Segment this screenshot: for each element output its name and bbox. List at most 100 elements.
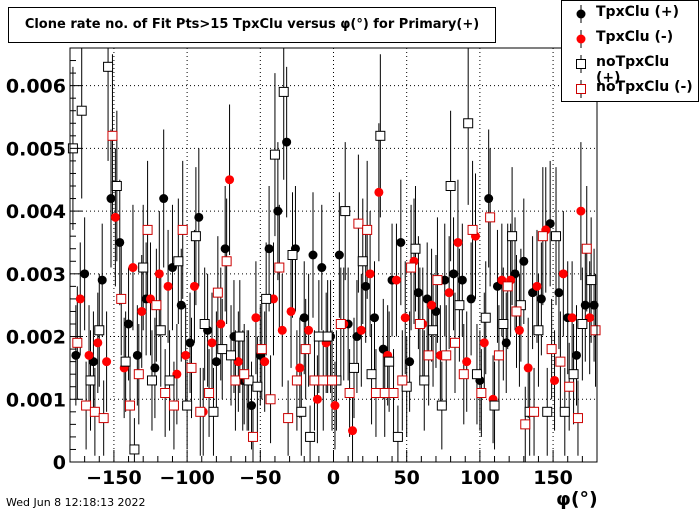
data-point (453, 237, 463, 247)
data-point (264, 244, 274, 254)
data-point (457, 275, 467, 285)
data-point (322, 331, 333, 342)
data-point (568, 369, 579, 380)
data-point (111, 181, 122, 191)
data-point (151, 300, 162, 311)
data-point (379, 388, 390, 398)
data-point (268, 294, 278, 304)
data-point (519, 256, 529, 266)
data-point (454, 300, 465, 311)
data-point (370, 388, 381, 398)
data-point (440, 275, 450, 285)
legend-marker-open-square-red (576, 80, 586, 98)
data-point (436, 400, 447, 411)
data-point (207, 338, 217, 348)
data-point (493, 350, 504, 361)
data-point (120, 356, 131, 367)
y-tick-label: 0.002 (6, 327, 66, 349)
data-point (76, 105, 87, 116)
data-point (204, 388, 215, 398)
data-point (581, 243, 592, 254)
y-tick-label: 0.003 (6, 264, 66, 286)
data-point (84, 350, 94, 360)
data-point (93, 338, 103, 348)
data-point (444, 288, 454, 298)
data-point (466, 294, 476, 304)
data-point (190, 231, 201, 242)
data-point (567, 313, 577, 323)
data-point (160, 388, 171, 398)
data-point (335, 319, 346, 329)
data-point (357, 256, 368, 267)
data-point (317, 263, 327, 273)
data-point (103, 61, 114, 72)
data-point (128, 263, 138, 273)
data-point (467, 224, 478, 235)
data-point (558, 269, 568, 279)
data-point (551, 231, 562, 242)
y-tick-label: 0 (53, 452, 66, 474)
legend-label: TpxClu (+) (596, 4, 680, 20)
data-point (492, 281, 502, 291)
data-point (471, 369, 482, 380)
data-point (110, 212, 120, 222)
data-point (546, 344, 557, 355)
data-point (154, 269, 164, 279)
data-point (441, 350, 452, 361)
data-point (555, 356, 566, 367)
data-point (299, 313, 309, 323)
data-point (462, 357, 472, 367)
data-point (273, 206, 283, 216)
chart-title-box: Clone rate no. of Fit Pts>15 TpxClu vers… (8, 7, 496, 43)
data-point (485, 212, 496, 223)
data-point (85, 375, 96, 386)
data-point (498, 319, 509, 329)
data-point (501, 338, 511, 348)
data-point (172, 369, 182, 379)
data-point (396, 237, 406, 247)
data-point (392, 431, 403, 442)
data-point (432, 275, 443, 286)
axes: −150 −100 −50 0 50 100 150 0 0.001 0.002 0.003 0.00… (6, 47, 598, 489)
data-point (261, 293, 272, 304)
data-point (256, 344, 267, 355)
data-point (414, 319, 425, 329)
data-point (449, 269, 459, 279)
data-point (536, 294, 546, 304)
data-point (221, 256, 232, 267)
data-point (159, 194, 169, 204)
data-point (476, 388, 487, 398)
data-point (125, 400, 136, 411)
data-point (532, 281, 542, 291)
data-point (397, 375, 408, 386)
data-point (458, 369, 469, 380)
data-point (234, 331, 245, 342)
data-point (537, 231, 548, 242)
legend-marker-filled-circle-red (576, 30, 586, 48)
data-point (463, 118, 474, 129)
legend-item-notpxclu-plus: noTpxClu (+) (562, 51, 698, 86)
x-tick-label: −100 (159, 467, 215, 489)
legend-marker-filled-circle-black (576, 5, 586, 23)
data-point (274, 262, 285, 273)
data-point (146, 375, 157, 386)
data-point (352, 332, 362, 342)
data-point (585, 313, 595, 323)
data-point (88, 357, 98, 367)
data-point (80, 269, 90, 279)
data-point (580, 300, 590, 310)
data-point (211, 357, 221, 367)
data-point (72, 337, 83, 348)
data-point (233, 357, 243, 367)
data-point (225, 175, 235, 185)
data-point (164, 375, 175, 386)
data-point (313, 331, 324, 342)
data-point (400, 313, 410, 323)
data-point (450, 337, 461, 348)
data-point (523, 363, 533, 373)
data-point (533, 325, 544, 336)
data-point (308, 250, 318, 260)
data-point (344, 388, 355, 398)
data-point (220, 244, 230, 254)
data-point (309, 375, 320, 386)
